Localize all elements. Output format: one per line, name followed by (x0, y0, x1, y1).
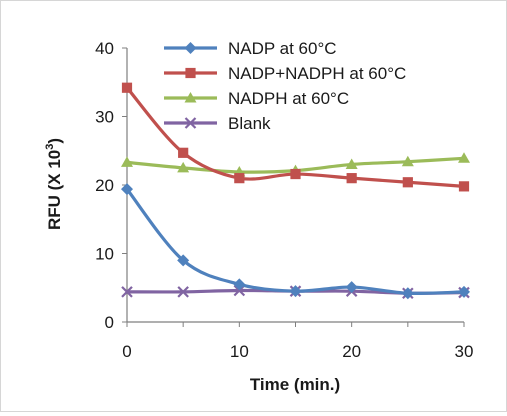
marker-x (184, 117, 197, 129)
marker-x (121, 286, 133, 298)
legend-label: NADP+NADPH at 60°C (228, 64, 406, 83)
marker-square (234, 173, 245, 184)
marker-triangle (401, 155, 414, 167)
x-tick-label: 20 (342, 342, 361, 361)
y-axis-title-end: ) (45, 138, 64, 144)
marker-x (233, 284, 246, 297)
marker-triangle (177, 161, 190, 173)
series-0 (121, 183, 470, 300)
marker-x (177, 286, 189, 298)
marker-square (290, 168, 301, 180)
x-axis-title: Time (min.) (250, 375, 340, 394)
marker-triangle (345, 158, 358, 169)
marker-diamond (177, 254, 190, 267)
legend-item: NADP+NADPH at 60°C (164, 64, 406, 83)
y-tick-label: 30 (95, 108, 114, 127)
y-tick-label: 20 (95, 176, 114, 195)
marker-square (346, 173, 357, 184)
marker-square (402, 177, 413, 188)
marker-square (121, 82, 133, 93)
marker-diamond (345, 281, 358, 294)
y-axis-title-main: RFU (X 10 (45, 150, 64, 230)
y-axis-title: RFU (X 103) (44, 138, 64, 230)
legend: NADP at 60°C NADP+NADPH at 60°C NADPH at 6… (164, 39, 406, 133)
marker-diamond (289, 285, 302, 298)
x-tick-label: 0 (122, 342, 131, 361)
legend-label: NADPH at 60°C (228, 89, 349, 108)
tick-labels: 0 10 20 30 40 0 10 20 30 (95, 39, 473, 361)
marker-triangle (121, 156, 133, 167)
marker-triangle (184, 92, 197, 103)
y-tick-label: 40 (95, 39, 114, 58)
legend-item: NADPH at 60°C (164, 89, 349, 108)
marker-diamond (233, 278, 246, 291)
marker-triangle (458, 152, 470, 163)
y-tick-label: 10 (95, 245, 114, 264)
marker-diamond (121, 183, 133, 196)
y-tick-label: 0 (105, 313, 114, 332)
series-group (121, 82, 470, 300)
marker-square (458, 181, 470, 192)
x-tick-label: 10 (230, 342, 249, 361)
y-axis-title-superscript: 3 (44, 144, 56, 150)
series-1 (121, 82, 470, 192)
legend-label: Blank (228, 114, 271, 133)
marker-square (178, 147, 189, 158)
marker-square (185, 67, 196, 79)
series-line (125, 188, 465, 296)
marker-diamond (401, 287, 414, 300)
legend-item: Blank (164, 114, 271, 133)
legend-item: NADP at 60°C (164, 39, 337, 58)
marker-diamond (458, 285, 470, 298)
legend-label: NADP at 60°C (228, 39, 337, 58)
marker-diamond (184, 42, 197, 54)
x-tick-label: 30 (455, 342, 474, 361)
